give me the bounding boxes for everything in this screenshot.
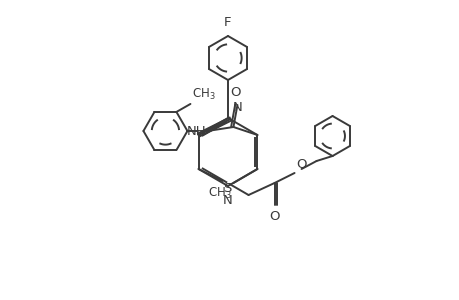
Text: N: N	[232, 101, 242, 114]
Text: CH$_3$: CH$_3$	[192, 87, 216, 102]
Text: N: N	[223, 194, 232, 207]
Text: CH$_3$: CH$_3$	[207, 186, 231, 201]
Text: O: O	[269, 210, 279, 223]
Text: O: O	[296, 158, 307, 171]
Text: O: O	[230, 86, 240, 99]
Text: F: F	[224, 16, 231, 29]
Text: NH: NH	[186, 124, 206, 137]
Text: S: S	[223, 182, 231, 195]
